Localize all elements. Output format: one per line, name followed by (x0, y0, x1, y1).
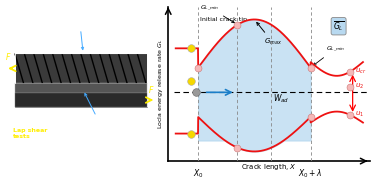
Text: $u_2$: $u_2$ (355, 82, 364, 92)
Text: $u_1$: $u_1$ (355, 110, 364, 119)
X-axis label: Crack length, $X$: Crack length, $X$ (242, 162, 297, 172)
Text: $u_{cr}$: $u_{cr}$ (355, 67, 366, 76)
Text: Lap shear
tests: Lap shear tests (13, 128, 48, 139)
Text: Initial crack tip: Initial crack tip (200, 17, 247, 22)
Text: $G_{L\_min}$: $G_{L\_min}$ (313, 44, 345, 65)
Text: $X_0 + \lambda$: $X_0 + \lambda$ (298, 168, 323, 177)
Text: $X_0$: $X_0$ (193, 168, 203, 177)
Text: $W_{ad}$: $W_{ad}$ (273, 93, 289, 105)
Text: $F$: $F$ (5, 51, 12, 62)
Text: $G_{max}$: $G_{max}$ (257, 22, 282, 47)
Y-axis label: Locla energy release rate $G_L$: Locla energy release rate $G_L$ (156, 39, 166, 129)
Text: Thick asymmetric backing: Thick asymmetric backing (42, 21, 119, 50)
Text: $G_{L\_min}$: $G_{L\_min}$ (200, 3, 234, 23)
Text: $\overline{G_L}$: $\overline{G_L}$ (333, 19, 344, 33)
Bar (15, 93, 147, 107)
Bar (15, 53, 147, 83)
Bar (15, 83, 147, 93)
Text: $F$: $F$ (148, 84, 155, 95)
Text: Thin adhesive layer: Thin adhesive layer (70, 93, 128, 124)
